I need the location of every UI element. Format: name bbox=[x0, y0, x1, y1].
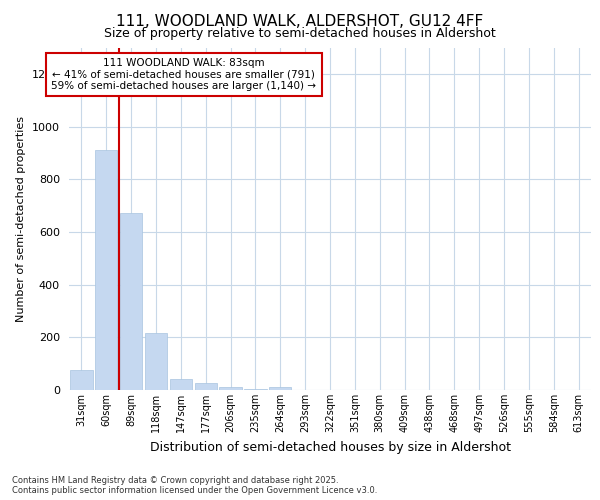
X-axis label: Distribution of semi-detached houses by size in Aldershot: Distribution of semi-detached houses by … bbox=[149, 440, 511, 454]
Bar bbox=[145, 334, 167, 390]
Bar bbox=[244, 388, 266, 390]
Bar bbox=[194, 384, 217, 390]
Bar bbox=[95, 150, 118, 390]
Y-axis label: Number of semi-detached properties: Number of semi-detached properties bbox=[16, 116, 26, 322]
Text: 111, WOODLAND WALK, ALDERSHOT, GU12 4FF: 111, WOODLAND WALK, ALDERSHOT, GU12 4FF bbox=[116, 14, 484, 29]
Bar bbox=[170, 380, 192, 390]
Bar bbox=[220, 387, 242, 390]
Text: Size of property relative to semi-detached houses in Aldershot: Size of property relative to semi-detach… bbox=[104, 27, 496, 40]
Text: 111 WOODLAND WALK: 83sqm
← 41% of semi-detached houses are smaller (791)
59% of : 111 WOODLAND WALK: 83sqm ← 41% of semi-d… bbox=[52, 58, 316, 91]
Text: Contains HM Land Registry data © Crown copyright and database right 2025.
Contai: Contains HM Land Registry data © Crown c… bbox=[12, 476, 377, 495]
Bar bbox=[70, 370, 92, 390]
Bar bbox=[120, 214, 142, 390]
Bar bbox=[269, 388, 292, 390]
